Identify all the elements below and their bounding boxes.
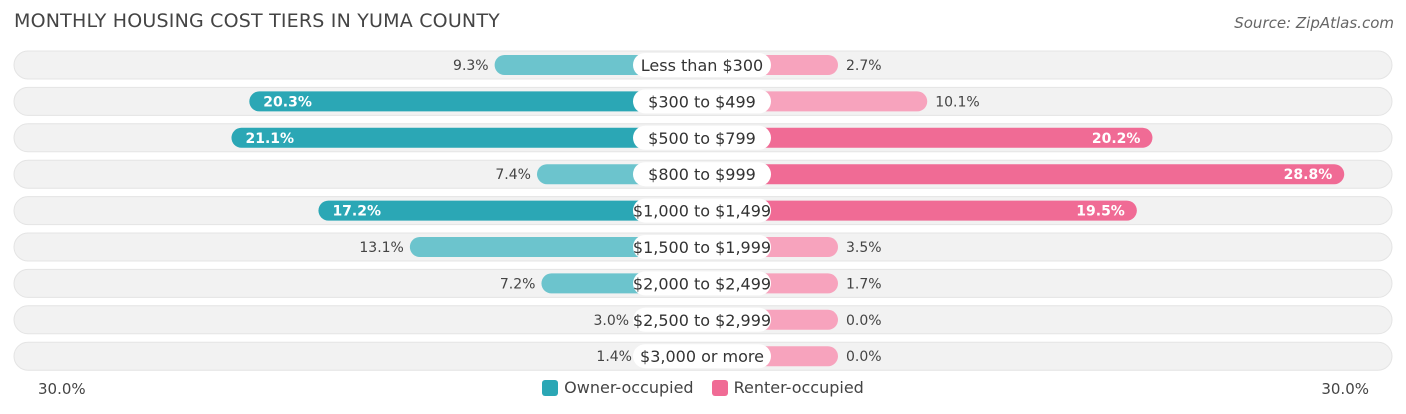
category-pill [633,198,771,223]
owner-value-label: 7.4% [495,167,531,183]
owner-value-label: 13.1% [359,240,403,256]
legend-label-owner: Owner-occupied [564,378,694,397]
renter-bar [702,200,1137,221]
category-pill [633,307,771,332]
owner-value-label: 9.3% [453,58,489,74]
renter-value-label: 0.0% [846,349,882,365]
renter-value-label: 10.1% [935,94,979,110]
legend-item-renter: Renter-occupied [711,378,864,397]
category-pill [633,53,771,77]
category-pill [633,235,771,259]
owner-value-label: 20.3% [263,94,312,110]
axis-min-label: 30.0% [38,380,86,398]
owner-value-label: 3.0% [594,313,630,329]
owner-value-label: 1.4% [596,349,632,365]
category-pill [633,125,771,150]
renter-value-label: 19.5% [1076,204,1125,220]
legend: Owner-occupied Renter-occupied [0,378,1406,397]
category-pill [633,271,771,296]
owner-bar [409,237,702,257]
legend-swatch-renter [711,379,728,396]
owner-bar [318,200,702,221]
category-label: $3,000 or more [640,347,764,366]
renter-bar [702,164,1345,185]
legend-swatch-owner [542,379,559,396]
legend-label-renter: Renter-occupied [733,378,864,397]
category-label: $300 to $499 [648,92,756,111]
owner-bar [249,91,702,112]
owner-value-label: 17.2% [332,204,381,220]
category-label: $2,500 to $2,999 [633,311,771,330]
category-label: $2,000 to $2,499 [633,274,771,293]
renter-bar [702,127,1153,148]
renter-value-label: 3.5% [846,240,882,256]
category-pill [633,89,771,114]
category-pill [633,162,771,187]
category-pill [633,344,771,369]
category-label: Less than $300 [641,56,763,75]
chart-source: Source: ZipAtlas.com [1234,14,1394,32]
renter-value-label: 20.2% [1092,131,1141,147]
category-label: $500 to $799 [648,129,756,148]
owner-value-label: 7.2% [500,276,536,292]
category-label: $1,500 to $1,999 [633,238,771,257]
renter-value-label: 1.7% [846,276,882,292]
category-label: $800 to $999 [648,165,756,184]
category-label: $1,000 to $1,499 [633,202,771,221]
owner-bar [231,127,702,148]
chart-title: MONTHLY HOUSING COST TIERS IN YUMA COUNT… [14,10,500,32]
renter-value-label: 28.8% [1284,167,1333,183]
renter-value-label: 0.0% [846,313,882,329]
renter-value-label: 2.7% [846,58,882,74]
axis-max-label: 30.0% [1321,380,1369,398]
owner-value-label: 21.1% [245,131,294,147]
legend-item-owner: Owner-occupied [542,378,694,397]
